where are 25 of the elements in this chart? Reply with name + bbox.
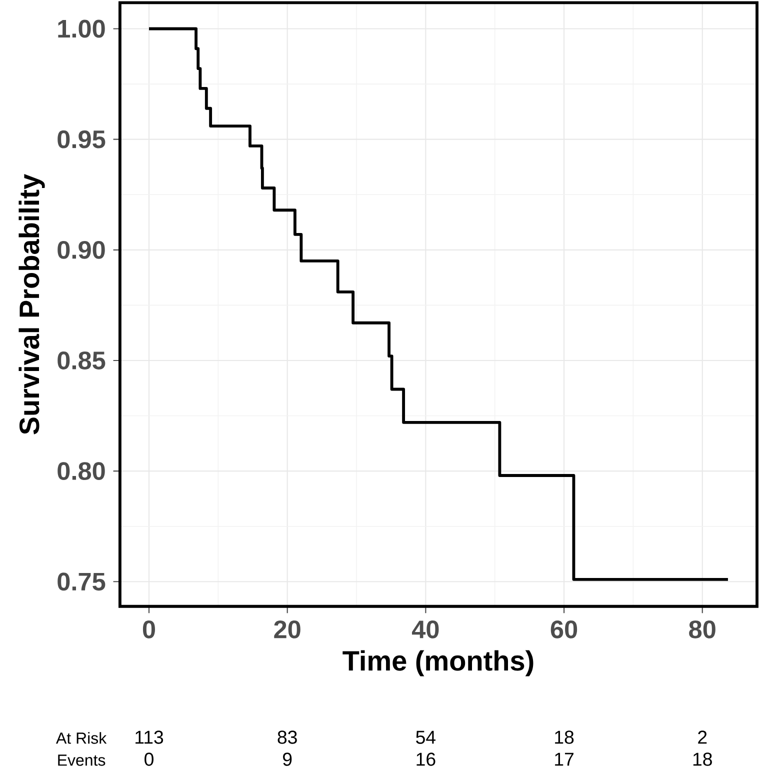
text: 113 — [136, 730, 164, 744]
y-tick-label: 1.00 — [58, 20, 106, 38]
x-tick-label: 60 — [551, 620, 578, 638]
x-tick-label: 80 — [689, 620, 716, 638]
text: 18 — [555, 730, 574, 744]
text: 16 — [416, 752, 436, 766]
text: 18 — [694, 752, 712, 766]
y-tick-label: 0.90 — [58, 240, 106, 259]
x-axis-title: Time (months) — [342, 650, 534, 676]
y-tick-label: 0.85 — [58, 352, 106, 370]
y-tick-label: 0.80 — [58, 462, 106, 480]
y-tick-label: 0.95 — [58, 130, 106, 148]
x-tick-label: 20 — [274, 620, 301, 638]
text: 2 — [698, 730, 707, 744]
y-axis-title: Survival Probability — [18, 174, 45, 434]
text: 17 — [555, 752, 574, 766]
text: 0 — [144, 752, 154, 766]
x-tick-label: 40 — [412, 620, 439, 638]
text: 54 — [416, 730, 436, 744]
text: Events — [58, 754, 106, 766]
x-tick-label: 0 — [143, 620, 156, 638]
text: At Risk — [56, 732, 107, 744]
y-tick-label: 0.75 — [58, 572, 106, 591]
text: 83 — [278, 730, 298, 744]
text: 9 — [283, 752, 292, 766]
